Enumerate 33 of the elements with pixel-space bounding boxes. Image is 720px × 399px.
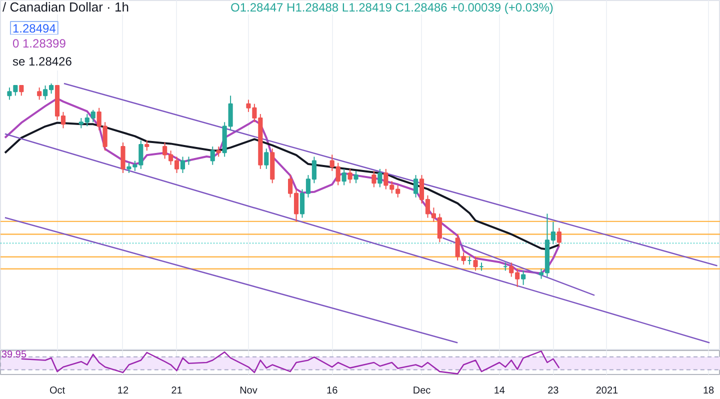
candlestick <box>19 85 24 96</box>
candlestick <box>264 148 269 170</box>
x-tick-label: 21 <box>171 386 183 396</box>
x-tick-label: 2021 <box>596 386 619 396</box>
x-tick-label: Nov <box>240 386 258 396</box>
candlestick <box>216 146 221 158</box>
x-tick-label: Dec <box>412 386 431 396</box>
text: 0 1.28399 <box>12 36 66 50</box>
chart-subtitle: O1.28447 H1.28488 L1.28419 C1.28486 +0.00039 (+0.03%) <box>230 0 554 14</box>
x-tick-label: 16 <box>326 386 338 396</box>
candlestick <box>348 168 352 184</box>
candlestick <box>354 170 358 184</box>
candlestick <box>37 87 42 100</box>
candlestick <box>144 140 150 152</box>
x-tick-label: 14 <box>494 386 506 396</box>
candlestick <box>180 156 186 174</box>
candlestick <box>556 227 562 247</box>
candlestick <box>342 168 346 186</box>
candlestick <box>473 256 478 272</box>
candlestick <box>120 142 126 174</box>
x-tick-label: 12 <box>117 386 129 396</box>
text: 1.28494 <box>12 22 56 36</box>
text: se 1.28426 <box>12 54 72 68</box>
candlestick <box>378 168 382 188</box>
x-tick-label: 18 <box>702 386 715 396</box>
candlestick <box>521 270 526 286</box>
candlestick <box>210 146 215 166</box>
candlestick <box>413 174 418 198</box>
chart-title: / Canadian Dollar · 1h <box>2 0 129 14</box>
annotation: 39.95 <box>2 350 27 360</box>
x-tick-label: 23 <box>548 386 560 396</box>
candlestick <box>372 170 376 188</box>
x-tick-label: Oct <box>49 386 66 396</box>
